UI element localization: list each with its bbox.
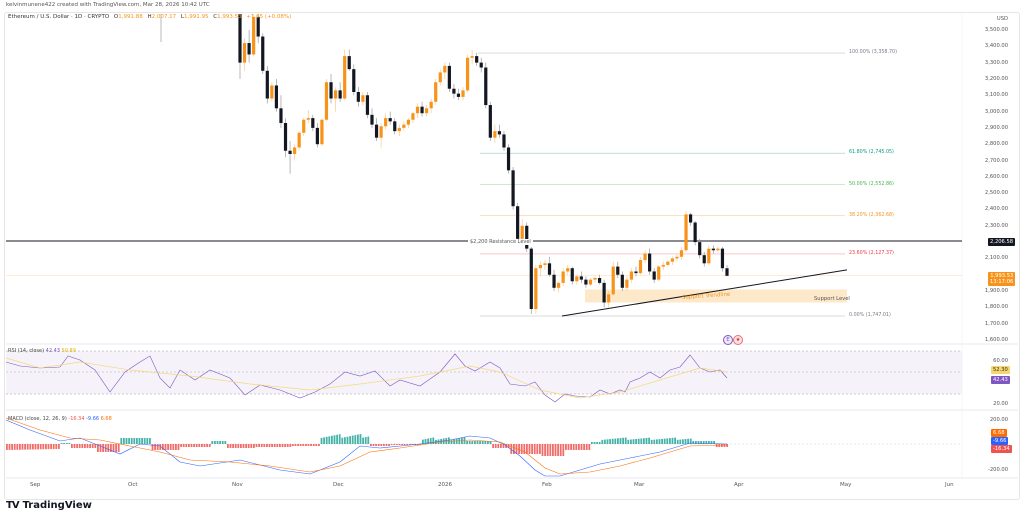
macd-line-value: -9.66 [86, 416, 100, 422]
time-axis-label: Mar [634, 482, 645, 488]
macd-hist-tag: -16.34 [991, 445, 1012, 453]
macd-legend[interactable]: MACD (close, 12, 26, 9) -16.34 -9.66 6.6… [8, 416, 112, 422]
chart-credit: kelvinmunene422 created with TradingView… [6, 2, 210, 8]
time-axis-label: May [840, 482, 852, 488]
low-value: 1,991.95 [183, 14, 209, 20]
us-flag-event-icon[interactable]: ★ [733, 335, 743, 345]
fib-level-label: 23.60% (2,127.37) [849, 250, 894, 256]
fib-level-label: 38.20% (2,362.68) [849, 212, 894, 218]
price-tick: 3,300.00 [984, 59, 1008, 66]
symbol-legend: Ethereum / U.S. Dollar · 1D · CRYPTO O1,… [8, 14, 292, 20]
price-tick: 3,100.00 [984, 92, 1008, 99]
time-axis-label: Apr [734, 482, 744, 488]
tradingview-brand[interactable]: TV TradingView [6, 500, 92, 511]
macd-hist-value: -16.34 [68, 416, 85, 422]
price-tick: 3,200.00 [984, 75, 1008, 82]
macd-signal-value: 6.68 [100, 416, 112, 422]
price-tick: 2,500.00 [984, 190, 1008, 197]
price-tick: 2,600.00 [984, 173, 1008, 180]
support-level-label: Support Level [814, 296, 850, 302]
price-tick: 1,900.00 [984, 288, 1008, 295]
bar-countdown: 13:17:06 [990, 279, 1014, 285]
time-axis-label: Oct [128, 482, 138, 488]
earnings-event-icon[interactable]: E [723, 335, 733, 345]
chart-frame [4, 12, 1020, 500]
price-tick: 2,900.00 [984, 124, 1008, 131]
currency-label: USD [996, 16, 1008, 22]
rsi-ma-tag: 52.30 [991, 366, 1010, 374]
time-axis-label: Jun [945, 482, 954, 488]
resistance-price-tag: 2,206.58 [988, 238, 1016, 246]
tradingview-logo-icon: TV [6, 500, 20, 511]
price-tick: 3,500.00 [984, 27, 1008, 33]
high-value: 2,007.17 [151, 14, 177, 20]
symbol-title[interactable]: Ethereum / U.S. Dollar · 1D · CRYPTO [8, 14, 110, 20]
open-value: 1,991.88 [118, 14, 143, 20]
macd-axis-neg200: -200.00 [987, 467, 1008, 473]
close-value: 1,993.53 [217, 14, 242, 20]
macd-axis-200: 200.00 [989, 417, 1008, 423]
rsi-ma-value: 50.89 [61, 348, 76, 354]
time-axis-label: Feb [542, 482, 552, 488]
price-tick: 2,700.00 [984, 157, 1008, 164]
price-tick: 2,800.00 [984, 141, 1008, 148]
rsi-tag: 42.43 [991, 376, 1010, 384]
fib-level-label: 100.00% (3,358.70) [849, 50, 897, 56]
time-axis-label: 2026 [438, 482, 452, 488]
time-axis-label: Dec [333, 482, 344, 488]
resistance-level-label: $2,200 Resistance Level [468, 239, 533, 245]
price-tick: 3,000.00 [984, 108, 1008, 115]
fib-level-label: 0.00% (1,747.01) [849, 313, 891, 318]
fib-level-label: 61.80% (2,745.05) [849, 150, 894, 156]
price-tick: 2,400.00 [984, 206, 1008, 213]
macd-signal-tag: 6.68 [991, 429, 1007, 437]
macd-line-tag: -9.66 [991, 437, 1009, 445]
price-tick: 1,800.00 [984, 304, 1008, 311]
price-tick: 1,700.00 [984, 320, 1008, 327]
rsi-axis-60: 60.00 [993, 358, 1008, 364]
price-tick: 1,600.00 [984, 337, 1008, 343]
fib-level-label: 50.00% (2,552.86) [849, 181, 894, 187]
price-tick: 2,100.00 [984, 255, 1008, 262]
change-value: +1.65 (+0.08%) [246, 14, 292, 20]
time-axis-label: Sep [30, 482, 41, 488]
time-axis-label: Nov [232, 482, 243, 488]
rsi-value: 42.43 [45, 348, 60, 354]
rsi-axis-20: 20.00 [993, 401, 1008, 407]
last-price-tag: 1,993.53 13:17:06 [988, 272, 1016, 286]
rsi-legend[interactable]: RSI (14, close) 42.43 50.89 [8, 348, 76, 354]
price-tick: 2,300.00 [984, 222, 1008, 229]
price-tick: 3,400.00 [984, 43, 1008, 50]
